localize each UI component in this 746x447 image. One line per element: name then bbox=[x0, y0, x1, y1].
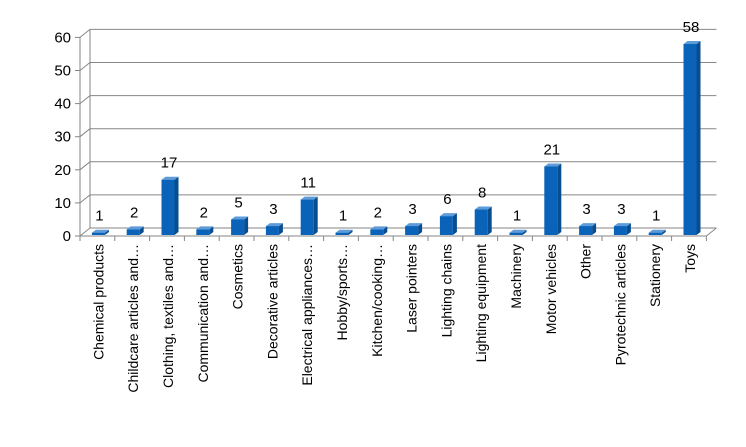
data-label-kitchen-cooking: 2 bbox=[374, 204, 382, 221]
data-label-toys: 58 bbox=[683, 19, 700, 36]
y-tick-label-20: 20 bbox=[54, 162, 71, 179]
y-tick-labels: 0 10 20 30 40 50 60 bbox=[54, 29, 71, 245]
y-tick-label-10: 10 bbox=[54, 195, 71, 212]
data-label-motor-vehicles: 21 bbox=[543, 141, 560, 158]
bar-lighting-equipment bbox=[474, 206, 492, 235]
x-tick-label-kitchen-cooking: Kitchen/cooking… bbox=[369, 244, 385, 357]
bar-other bbox=[579, 223, 597, 235]
data-label-stationery: 1 bbox=[652, 208, 660, 225]
x-tick-label-toys: Toys bbox=[682, 244, 698, 273]
x-tick-label-motor-vehicles: Motor vehicles bbox=[543, 244, 559, 334]
bar-machinery bbox=[509, 229, 527, 235]
bar-lighting-chains bbox=[439, 213, 457, 235]
gridline-side-30 bbox=[79, 128, 91, 138]
x-tick-label-other: Other bbox=[578, 244, 594, 279]
bar-cosmetics bbox=[231, 216, 249, 235]
data-label-childcare-articles-and: 2 bbox=[130, 204, 138, 221]
gridline-side-10 bbox=[79, 194, 91, 204]
x-tick-label-lighting-chains: Lighting chains bbox=[438, 244, 454, 337]
bar-pyrotechnic-articles bbox=[613, 223, 631, 235]
bar-stationery bbox=[648, 229, 666, 235]
x-tick-label-cosmetics: Cosmetics bbox=[230, 244, 246, 309]
y-tick-label-0: 0 bbox=[63, 228, 71, 245]
bar-toys bbox=[683, 41, 701, 235]
data-label-pyrotechnic-articles: 3 bbox=[617, 201, 625, 218]
bar-clothing-textiles-and bbox=[161, 176, 179, 235]
y-tick-label-60: 60 bbox=[54, 29, 71, 46]
data-label-hobby-sports: 1 bbox=[339, 208, 347, 225]
y-tick-label-50: 50 bbox=[54, 63, 71, 80]
data-label-cosmetics: 5 bbox=[234, 194, 242, 211]
bars bbox=[91, 41, 701, 235]
gridline-side-40 bbox=[79, 95, 91, 104]
data-label-laser-pointers: 3 bbox=[408, 201, 416, 218]
bar-hobby-sports bbox=[335, 229, 353, 235]
x-tick-label-pyrotechnic-articles: Pyrotechnic articles bbox=[612, 244, 628, 365]
x-tick-label-stationery: Stationery bbox=[647, 244, 663, 307]
data-label-chemical-products: 1 bbox=[95, 208, 103, 225]
x-tick-label-hobby-sports: Hobby/sports… bbox=[334, 244, 350, 340]
data-label-lighting-chains: 6 bbox=[443, 191, 451, 208]
bar-electrical-appliances bbox=[300, 196, 318, 235]
bar-childcare-articles-and bbox=[126, 226, 144, 235]
data-label-machinery: 1 bbox=[513, 208, 521, 225]
bar-laser-pointers bbox=[405, 223, 423, 235]
axes bbox=[75, 29, 717, 241]
gridline-side-20 bbox=[79, 161, 91, 171]
bar-decorative-articles bbox=[265, 223, 283, 235]
x-tick-labels: Chemical products Childcare articles and…… bbox=[90, 244, 698, 393]
x-tick-label-clothing-textiles-and: Clothing, textiles and… bbox=[160, 244, 176, 388]
gridline-side-50 bbox=[79, 62, 91, 71]
data-label-lighting-equipment: 8 bbox=[478, 185, 486, 202]
bar-chemical-products bbox=[91, 229, 109, 235]
x-tick-label-communication-and: Communication and… bbox=[195, 244, 211, 383]
floor-right-edge bbox=[706, 227, 717, 237]
data-label-decorative-articles: 3 bbox=[269, 201, 277, 218]
bar-motor-vehicles bbox=[544, 163, 562, 235]
x-tick-label-lighting-equipment: Lighting equipment bbox=[473, 244, 489, 362]
grid-lines bbox=[79, 28, 717, 237]
data-label-other: 3 bbox=[582, 201, 590, 218]
data-label-electrical-appliances: 11 bbox=[300, 175, 316, 192]
data-label-communication-and: 2 bbox=[200, 204, 208, 221]
x-tick-label-chemical-products: Chemical products bbox=[90, 244, 106, 360]
data-label-clothing-textiles-and: 17 bbox=[161, 155, 178, 172]
x-tick-label-decorative-articles: Decorative articles bbox=[264, 244, 280, 359]
y-tick-label-30: 30 bbox=[54, 129, 71, 146]
x-tick-label-machinery: Machinery bbox=[508, 244, 524, 309]
bar-kitchen-cooking bbox=[370, 226, 388, 235]
y-tick-label-40: 40 bbox=[54, 96, 71, 113]
gridline-side-60 bbox=[79, 29, 91, 38]
x-tick-label-laser-pointers: Laser pointers bbox=[404, 244, 420, 333]
gridline-side-0 bbox=[79, 227, 91, 237]
x-tick-label-electrical-appliances: Electrical appliances… bbox=[299, 244, 315, 386]
x-tick-label-childcare-articles-and: Childcare articles and… bbox=[125, 244, 141, 393]
bar-communication-and bbox=[196, 226, 214, 235]
